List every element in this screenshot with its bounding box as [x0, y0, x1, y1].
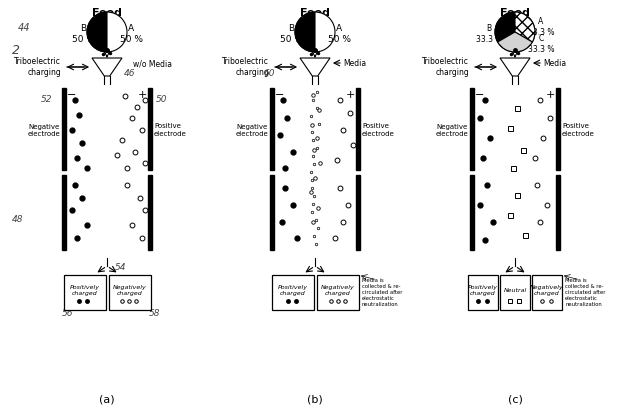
Text: 54: 54	[115, 263, 127, 272]
Bar	[510, 166, 515, 171]
Bar	[556, 88, 560, 170]
Bar	[500, 275, 530, 310]
Bar	[62, 88, 66, 170]
Circle shape	[495, 12, 535, 52]
Text: −: −	[67, 90, 76, 100]
Bar	[270, 88, 274, 170]
Text: 44: 44	[18, 23, 30, 33]
Text: Media: Media	[343, 58, 366, 67]
Text: Positively
charged: Positively charged	[70, 285, 100, 296]
Bar	[508, 299, 512, 303]
Text: A
33.3 %: A 33.3 %	[528, 17, 554, 37]
Text: Media is
collected & re-
circulated after
electrostatic
neutralization: Media is collected & re- circulated afte…	[362, 279, 403, 307]
Bar	[356, 175, 360, 250]
Text: Positively
charged: Positively charged	[278, 285, 308, 296]
Bar	[317, 275, 359, 310]
Text: A
50 %: A 50 %	[328, 24, 350, 44]
Text: 56: 56	[62, 308, 74, 317]
Text: Triboelectric
charging: Triboelectric charging	[14, 57, 61, 77]
Text: 50: 50	[156, 95, 168, 105]
Text: 52: 52	[40, 95, 52, 105]
Bar	[515, 193, 520, 198]
Text: Neutral: Neutral	[503, 288, 527, 293]
Bar	[109, 275, 151, 310]
Bar	[508, 126, 512, 130]
Text: +: +	[546, 90, 555, 100]
Text: w/o Media: w/o Media	[133, 59, 172, 68]
Text: Negative
electrode: Negative electrode	[435, 124, 468, 137]
Text: Positively
charged: Positively charged	[468, 285, 498, 296]
Circle shape	[87, 12, 127, 52]
Bar	[148, 88, 152, 170]
Text: C
33.3 %: C 33.3 %	[528, 34, 554, 54]
Text: Positive
electrode: Positive electrode	[154, 124, 186, 137]
Bar	[62, 175, 66, 250]
Text: Triboelectric
charging: Triboelectric charging	[222, 57, 269, 77]
Text: 60: 60	[263, 68, 275, 77]
Text: 2: 2	[12, 43, 20, 56]
Bar	[148, 175, 152, 250]
Bar	[272, 275, 314, 310]
Wedge shape	[495, 12, 515, 42]
Text: (a): (a)	[99, 395, 115, 405]
Bar	[515, 106, 520, 110]
Text: Feed: Feed	[92, 8, 122, 18]
Text: B
50 %: B 50 %	[280, 24, 302, 44]
Polygon shape	[500, 58, 530, 76]
Text: +: +	[137, 90, 147, 100]
Circle shape	[295, 12, 335, 52]
Text: +: +	[346, 90, 355, 100]
Text: Triboelectric
charging: Triboelectric charging	[422, 57, 469, 77]
Text: Media is
collected & re-
circulated after
electrostatic
neutralization: Media is collected & re- circulated afte…	[565, 279, 605, 307]
Text: Media: Media	[543, 58, 566, 67]
Bar	[556, 175, 560, 250]
Text: −: −	[275, 90, 284, 100]
Wedge shape	[515, 12, 535, 42]
Text: B
33.3 %: B 33.3 %	[476, 24, 502, 44]
Bar	[517, 299, 521, 303]
Text: Negatively
charged: Negatively charged	[113, 285, 147, 296]
Text: Negatively
charged: Negatively charged	[530, 285, 564, 296]
Text: Positive
electrode: Positive electrode	[562, 124, 595, 137]
Bar	[64, 275, 106, 310]
Text: Negatively
charged: Negatively charged	[321, 285, 355, 296]
Text: B
50 %: B 50 %	[71, 24, 94, 44]
Wedge shape	[295, 12, 315, 52]
Polygon shape	[92, 58, 122, 76]
Text: Negative
electrode: Negative electrode	[27, 124, 60, 137]
Wedge shape	[87, 12, 107, 52]
Polygon shape	[300, 58, 330, 76]
Bar	[532, 275, 562, 310]
Text: (b): (b)	[307, 395, 323, 405]
Bar	[468, 275, 498, 310]
Bar	[270, 175, 274, 250]
Text: Feed: Feed	[300, 8, 330, 18]
Text: Positive
electrode: Positive electrode	[362, 124, 395, 137]
Text: Negative
electrode: Negative electrode	[235, 124, 268, 137]
Text: −: −	[475, 90, 484, 100]
Text: 58: 58	[149, 308, 161, 317]
Text: 48: 48	[12, 216, 23, 225]
Text: 46: 46	[124, 70, 135, 79]
Bar	[470, 175, 474, 250]
Bar	[470, 88, 474, 170]
Wedge shape	[498, 32, 532, 52]
Text: Feed: Feed	[500, 8, 530, 18]
Text: A
50 %: A 50 %	[120, 24, 142, 44]
Bar	[520, 148, 525, 153]
Bar	[522, 232, 527, 238]
Bar	[508, 213, 512, 218]
Bar	[356, 88, 360, 170]
Text: (c): (c)	[508, 395, 522, 405]
